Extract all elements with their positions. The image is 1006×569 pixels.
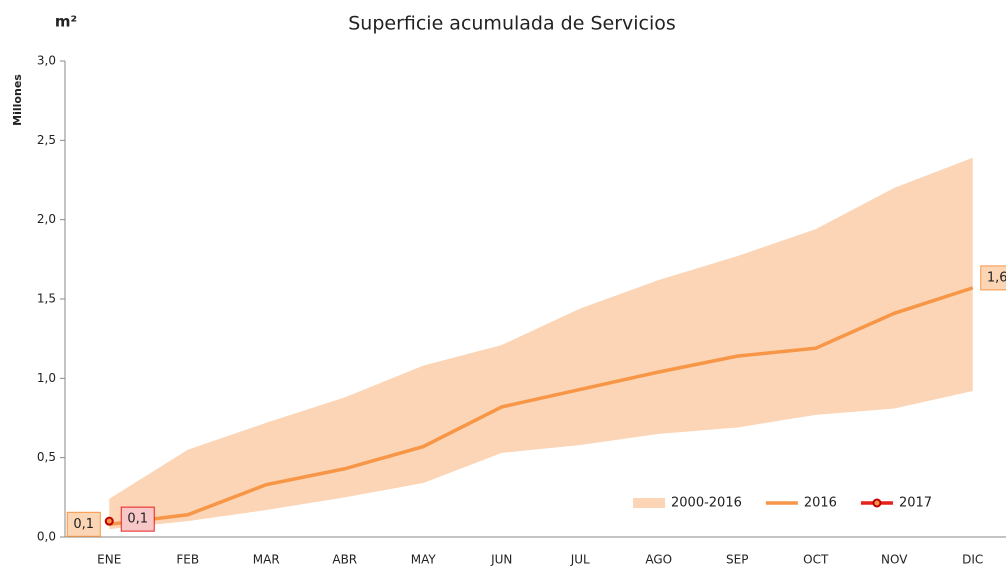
x-tick-label: DIC [962,553,983,567]
legend-marker [872,498,882,508]
x-tick-label: FEB [176,553,199,567]
y-tick-label: 2,5 [37,133,56,147]
y-tick-label: 1,0 [37,371,56,385]
line [109,286,974,527]
data-label-box [120,506,155,532]
legend-label: 2000-2016 [671,496,742,511]
y-tick-label: 0,5 [37,450,56,464]
x-tick-label: AGO [645,553,672,567]
data-label: 0,1 [73,517,94,532]
range-band [109,157,973,530]
y-tick-label: 1,5 [37,292,56,306]
legend-label: 2017 [899,496,932,511]
x-tick-label: MAR [253,553,280,567]
data-label: 0,1 [127,512,148,527]
x-tick-label: ENE [97,553,121,567]
x-tick-label: JUL [570,553,590,567]
unit-label: m² [55,13,77,31]
legend-swatch [633,498,665,508]
data-label: 1,6 [987,270,1006,285]
data-label-box [66,511,101,537]
legend-label: 2016 [804,496,837,511]
y-tick-label: 0,0 [37,530,56,544]
y-axis-label: Millones [11,74,24,126]
point [104,516,114,526]
y-tick-label: 2,0 [37,212,56,226]
x-tick-label: JUN [490,553,512,567]
x-tick-label: OCT [803,553,829,567]
chart-title: Superficie acumulada de Servicios [348,13,676,35]
x-tick-label: NOV [881,553,908,567]
y-tick-label: 3,0 [37,54,56,68]
x-tick-label: ABR [332,553,357,567]
x-tick-label: SEP [726,553,748,567]
x-tick-label: MAY [411,553,437,567]
data-label-box [980,265,1006,291]
